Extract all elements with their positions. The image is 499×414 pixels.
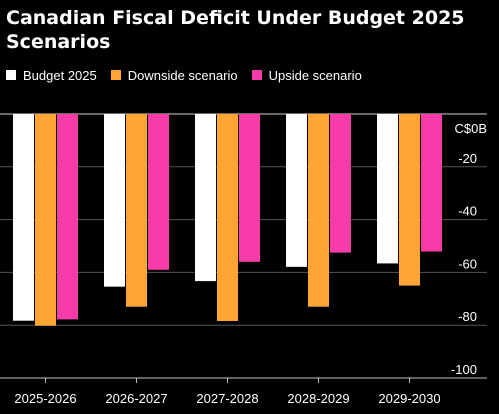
bar-upside-scenario: [421, 114, 442, 252]
y-tick-label: -20: [458, 151, 477, 166]
legend-item-budget-2025: Budget 2025: [6, 68, 97, 83]
legend-item-upside: Upside scenario: [251, 67, 362, 83]
y-tick-label: -40: [458, 204, 477, 219]
x-tick-label: 2028-2029: [287, 391, 349, 406]
bars: [13, 114, 442, 326]
bar-downside-scenario: [399, 114, 420, 286]
legend-label-budget-2025: Budget 2025: [23, 67, 97, 83]
legend-label-downside: Downside scenario: [127, 67, 238, 83]
bar-budget-2025: [13, 114, 34, 321]
y-tick-label: -80: [458, 309, 477, 324]
x-tick-label: 2025-2026: [14, 391, 76, 406]
y-tick-label: -60: [458, 256, 477, 271]
y-tick-label: -100: [451, 362, 477, 377]
bar-budget-2025: [104, 114, 125, 287]
bar-downside-scenario: [308, 114, 329, 307]
bar-downside-scenario: [126, 114, 147, 307]
legend-item-downside: Downside scenario: [110, 67, 238, 83]
bar-budget-2025: [195, 114, 216, 282]
legend: Budget 2025 Downside scenario Upside sce…: [6, 66, 376, 84]
bar-downside-scenario: [217, 114, 238, 321]
x-tick-label: 2027-2028: [196, 391, 258, 406]
bar-upside-scenario: [57, 114, 78, 320]
axes: -20 -40 -60 -80 -100 2025-2026 2026-2027 2027-2…: [0, 151, 487, 406]
x-tick-label: 2026-2027: [105, 391, 167, 406]
y-axis-unit-label: C$0B: [454, 121, 487, 136]
legend-swatch-upside: [251, 70, 262, 80]
legend-swatch-budget-2025: [6, 70, 16, 80]
chart-title: Canadian Fiscal Deficit Under Budget 202…: [6, 7, 465, 53]
legend-swatch-downside: [110, 70, 121, 80]
x-tick-label: 2029-2030: [378, 391, 440, 406]
bar-budget-2025: [377, 114, 398, 264]
bar-downside-scenario: [35, 114, 56, 326]
bar-budget-2025: [286, 114, 307, 267]
bar-upside-scenario: [148, 114, 169, 270]
bar-upside-scenario: [239, 114, 260, 262]
legend-label-upside: Upside scenario: [268, 67, 362, 83]
bar-upside-scenario: [330, 114, 351, 253]
